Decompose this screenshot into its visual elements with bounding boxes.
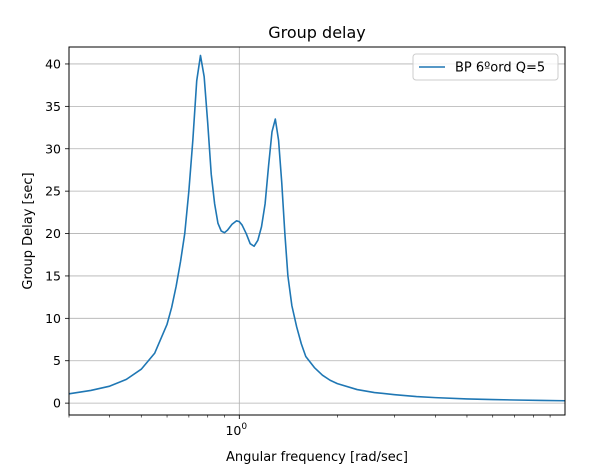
grid xyxy=(69,47,565,415)
ticks: 0 5 10 15 20 25 30 35 40 100 xyxy=(45,56,551,438)
y-tick-label: 25 xyxy=(45,184,61,199)
y-tick-label: 35 xyxy=(45,99,61,114)
series-group xyxy=(68,54,566,402)
x-axis-label: Angular frequency [rad/sec] xyxy=(226,450,408,465)
legend-box xyxy=(412,53,559,81)
legend: BP 6ºord Q=5 xyxy=(412,53,559,81)
y-tick-label: 30 xyxy=(45,141,61,156)
y-tick-label: 15 xyxy=(45,268,61,283)
y-axis-label: Group Delay [sec] xyxy=(21,172,36,289)
x-tick-label: 100 xyxy=(225,422,247,438)
legend-label-0: BP 6ºord Q=5 xyxy=(455,61,545,76)
y-tick-label: 0 xyxy=(53,396,61,411)
y-tick-label: 10 xyxy=(45,311,61,326)
chart-title: Group delay xyxy=(268,23,366,42)
y-tick-label: 40 xyxy=(45,56,61,71)
y-tick-label: 20 xyxy=(45,226,61,241)
plot-frame xyxy=(68,46,566,416)
series-line-0 xyxy=(68,54,566,402)
y-tick-label: 5 xyxy=(53,353,61,368)
